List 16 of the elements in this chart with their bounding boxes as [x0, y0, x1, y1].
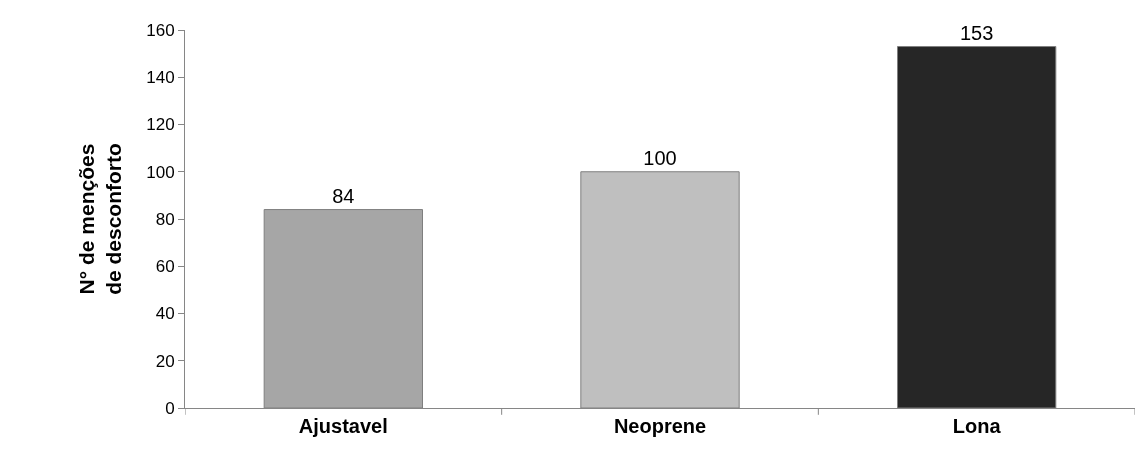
y-tick-label: 40: [155, 304, 175, 324]
x-tick-label: Neoprene: [613, 415, 707, 437]
y-axis-title: N° de menções de desconforto: [75, 143, 126, 295]
x-tick-label: Ajustavel: [298, 415, 388, 437]
y-tick-label: 100: [146, 162, 175, 182]
data-label: 100: [643, 146, 677, 169]
y-tick-label: 0: [165, 398, 175, 418]
y-tick-label: 140: [146, 68, 175, 88]
x-tick-label: Lona: [952, 415, 1002, 437]
y-tick-label: 120: [146, 115, 175, 135]
y-tick-label: 160: [146, 20, 175, 40]
data-label: 84: [332, 184, 355, 207]
y-tick-label: 20: [155, 351, 175, 371]
y-tick-label: 60: [155, 257, 175, 277]
y-tick-label: 80: [155, 209, 175, 229]
data-label: 153: [959, 21, 994, 44]
